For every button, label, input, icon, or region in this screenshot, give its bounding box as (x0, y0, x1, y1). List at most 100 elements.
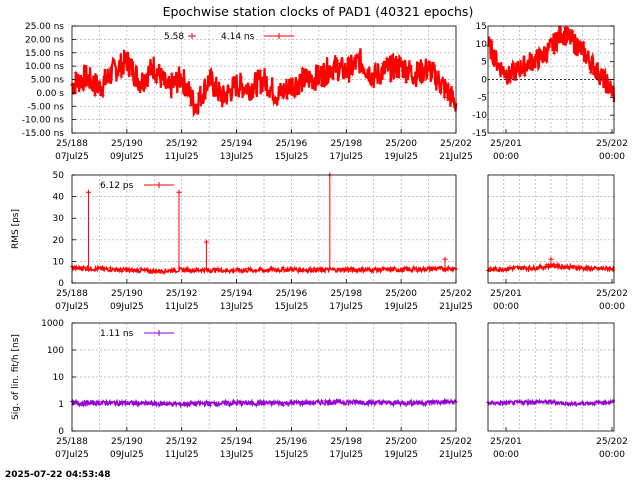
data-marker (384, 56, 389, 61)
series-line (487, 398, 615, 408)
data-marker (497, 401, 502, 406)
legend-rms: 6.12 ps (100, 181, 174, 191)
data-marker (296, 269, 301, 274)
panel-row-rms: RMS [ps] 50 40 30 20 10 025/188 07Jul25 25/190 09… (11, 171, 628, 312)
x-tick-label-date: 11Jul25 (165, 152, 199, 162)
data-marker (574, 266, 579, 271)
data-marker (442, 95, 447, 100)
data-marker (300, 267, 305, 272)
data-marker (511, 401, 516, 406)
data-marker (219, 92, 224, 97)
data-marker (154, 268, 159, 273)
data-marker (427, 265, 432, 270)
data-marker (231, 267, 236, 272)
data-marker (369, 401, 374, 406)
data-marker (250, 402, 255, 407)
y-tick-label: 0 (58, 279, 64, 289)
data-marker (73, 267, 78, 272)
data-marker (515, 264, 520, 269)
data-marker (173, 82, 178, 87)
data-marker (300, 402, 305, 407)
legend-clock: 5.58 4.14 ns (164, 32, 294, 42)
data-marker (419, 268, 424, 273)
y-tick-label: -5 (478, 93, 487, 103)
data-marker (522, 264, 527, 269)
data-marker (196, 399, 201, 404)
data-marker (169, 71, 174, 76)
data-marker (522, 399, 527, 404)
x-tick-label-date: 15Jul25 (275, 152, 309, 162)
data-marker (323, 398, 328, 403)
data-marker (308, 266, 313, 271)
data-marker (365, 401, 370, 406)
data-marker (135, 267, 140, 272)
x-tick-label-date: 19Jul25 (384, 302, 418, 312)
panel-row-clock: 25.00 ns 20.00 ns 15.00 ns 10.00 ns 5.00 ns 0… (22, 22, 628, 162)
data-marker (548, 262, 553, 267)
data-marker (381, 265, 386, 270)
data-marker (123, 266, 128, 271)
data-marker (100, 399, 105, 404)
x-tick-label-day: 25/202 (440, 139, 472, 149)
data-marker (497, 62, 502, 67)
data-marker (235, 266, 240, 271)
data-marker (537, 398, 542, 403)
data-marker (574, 403, 579, 408)
data-marker (227, 403, 232, 408)
data-marker (500, 402, 505, 407)
data-marker (304, 72, 309, 77)
data-marker (407, 399, 412, 404)
data-marker (511, 264, 516, 269)
data-marker (519, 71, 524, 76)
data-marker (112, 399, 117, 404)
data-marker (442, 267, 447, 272)
data-marker (581, 40, 586, 45)
data-marker (265, 88, 270, 93)
data-marker (358, 51, 362, 56)
data-marker (430, 265, 435, 270)
data-marker (334, 269, 339, 274)
data-marker (254, 268, 259, 273)
data-marker (319, 83, 324, 88)
data-marker (139, 86, 144, 91)
data-marker (415, 269, 420, 274)
data-marker (354, 269, 359, 274)
spike-marker (442, 256, 448, 262)
data-marker (116, 73, 121, 78)
data-marker (388, 401, 393, 406)
data-marker (81, 88, 86, 93)
data-marker (242, 400, 247, 405)
x-tick-label-date: 00:00 (599, 152, 625, 162)
data-marker (281, 95, 286, 100)
data-marker (442, 398, 447, 403)
data-marker (377, 400, 382, 405)
data-marker (265, 268, 270, 273)
data-marker (200, 400, 205, 405)
data-marker (166, 77, 170, 82)
x-tick-label-day: 25/196 (276, 437, 308, 447)
series-sig-left (70, 397, 458, 409)
data-marker (189, 269, 194, 274)
data-marker (438, 266, 443, 271)
data-marker (177, 266, 182, 271)
x-tick-label-day: 25/198 (330, 139, 362, 149)
data-marker (607, 401, 612, 406)
panel-sig-right: 25/201 00:00 25/202 00:00 (486, 322, 628, 460)
data-marker (588, 400, 593, 405)
x-tick-label-day: 25/201 (490, 139, 522, 149)
data-marker (181, 268, 186, 273)
x-tick-label-day: 25/190 (111, 289, 143, 299)
legend-label: 5.58 (164, 32, 184, 42)
x-tick-label-day: 25/200 (385, 139, 417, 149)
y-tick-label: 15.00 ns (25, 49, 64, 59)
data-marker (319, 269, 324, 274)
data-marker (434, 267, 439, 272)
data-marker (100, 93, 105, 98)
footer-timestamp: 2025-07-22 04:53:48 (5, 470, 110, 480)
data-marker (566, 265, 571, 270)
data-marker (73, 399, 78, 404)
data-marker (146, 269, 151, 274)
y-tick-label: 5 (481, 58, 487, 68)
data-marker (327, 398, 332, 403)
data-marker (365, 266, 370, 271)
